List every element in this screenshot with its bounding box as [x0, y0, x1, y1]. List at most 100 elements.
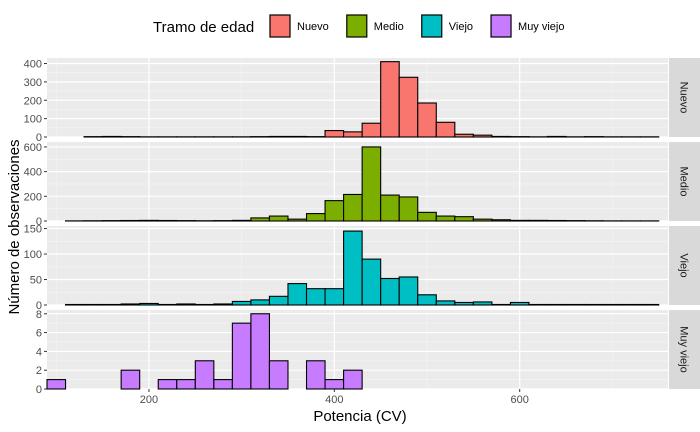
panel-muy-viejo: 0 2 4 6 8 Muy viejo — [36, 309, 700, 396]
histogram-bar — [435, 121, 456, 138]
histogram-bar — [435, 300, 456, 306]
histogram-bar — [546, 303, 567, 306]
histogram-bar — [454, 301, 474, 306]
y-tick-label: 0 — [36, 132, 42, 144]
histogram-bar — [231, 300, 252, 306]
legend-label: Nuevo — [297, 21, 329, 33]
histogram-bar — [343, 131, 363, 138]
histogram-bar — [194, 303, 215, 306]
histogram-bar — [139, 219, 159, 222]
x-axis: 200 400 600 — [140, 389, 529, 406]
legend-title: Tramo de edad — [153, 19, 254, 36]
histogram-bar — [546, 135, 567, 138]
histogram-bar — [231, 322, 252, 390]
histogram-bar — [157, 379, 178, 390]
y-tick-label: 0 — [36, 384, 42, 396]
histogram-bar — [491, 219, 511, 222]
histogram-bar — [268, 360, 289, 390]
histogram-bar — [361, 146, 382, 222]
facet-strip-label: Viejo — [678, 253, 690, 277]
panel-medio: 0 200 400 600 Medio — [24, 142, 700, 228]
legend-label: Muy viejo — [518, 21, 564, 33]
histogram-bar — [287, 218, 308, 222]
histogram-bar — [324, 130, 345, 138]
histogram-bar — [584, 303, 604, 306]
legend-label: Medio — [374, 21, 404, 33]
y-tick-label: 200 — [24, 191, 42, 203]
histogram-bar — [120, 369, 141, 390]
histogram-bar — [213, 379, 233, 390]
histogram-bar — [528, 219, 549, 222]
histogram-bar — [472, 301, 493, 306]
histogram-bar — [639, 303, 660, 306]
y-tick-label: 100 — [24, 114, 42, 126]
histogram-bar — [509, 301, 530, 306]
histogram-bar — [417, 211, 437, 222]
histogram-bar — [435, 215, 456, 222]
histogram-bar — [176, 303, 196, 306]
histogram-bar — [361, 122, 382, 138]
histogram-bar — [250, 299, 270, 306]
histogram-bar — [287, 135, 308, 138]
histogram-bar — [83, 303, 104, 306]
legend-entry-muy-viejo: Muy viejo — [490, 14, 565, 38]
histogram-bar — [491, 303, 511, 306]
histogram-bar — [268, 215, 289, 222]
y-tick-label: 4 — [36, 346, 42, 358]
histogram-bar — [361, 258, 382, 306]
histogram-bar — [380, 277, 400, 306]
histogram-bar — [398, 276, 419, 306]
legend-entry-nuevo: Nuevo — [269, 14, 329, 38]
histogram-bar — [621, 303, 641, 306]
histogram-bar — [324, 379, 345, 390]
histogram-bar — [250, 217, 270, 222]
histogram-bar — [417, 102, 437, 138]
histogram-bar — [380, 194, 400, 222]
histogram-bar — [398, 196, 419, 222]
legend-key-0 — [269, 14, 291, 38]
histogram-bar — [231, 219, 252, 222]
histogram-bar — [528, 303, 549, 306]
histogram-bar — [343, 230, 363, 306]
histogram-bar — [250, 313, 270, 390]
histogram-bar — [157, 303, 178, 306]
panel-nuevo: 0 100 200 300 400 Nuevo — [24, 58, 700, 144]
x-tick-label: 600 — [511, 394, 529, 406]
y-tick-label: 50 — [30, 275, 42, 287]
y-tick-label: 6 — [36, 328, 42, 340]
histogram-bar — [139, 302, 159, 306]
y-tick-label: 400 — [24, 59, 42, 71]
panel-background — [47, 58, 668, 137]
facet-strip-label: Medio — [678, 167, 690, 197]
legend-entry-medio: Medio — [346, 14, 404, 38]
histogram-bar — [491, 135, 511, 138]
facet-strip — [669, 142, 700, 221]
facet-strip — [669, 226, 700, 305]
histogram-bar — [454, 133, 474, 138]
facet-strip — [669, 310, 700, 389]
histogram-bar — [287, 283, 308, 306]
legend-key-1 — [346, 14, 368, 38]
histogram-bar — [343, 369, 363, 390]
histogram-bar — [324, 288, 345, 306]
y-tick-label: 150 — [24, 224, 42, 236]
histogram-bar — [46, 379, 67, 390]
histogram-bar — [380, 61, 400, 138]
histogram-bar — [102, 303, 122, 306]
histogram-bar — [398, 76, 419, 138]
y-tick-label: 200 — [24, 95, 42, 107]
chart-panels: 0 100 200 300 400 Nuevo 0 200 400 600 Medio 0 50 100 1… — [24, 58, 700, 396]
facet-strip — [669, 58, 700, 137]
panel-viejo: 0 50 100 150 Viejo — [24, 224, 700, 312]
legend-key-3 — [490, 14, 512, 38]
y-tick-label: 400 — [24, 167, 42, 179]
histogram-bar — [194, 360, 215, 390]
histogram-bar — [343, 193, 363, 222]
legend: Tramo de edad Nuevo Medio Viejo Muy viejo — [153, 14, 565, 38]
histogram-bar — [472, 134, 493, 138]
histogram-bar — [102, 135, 122, 138]
y-tick-label: 100 — [24, 249, 42, 261]
histogram-bar — [268, 295, 289, 306]
y-tick-label: 300 — [24, 77, 42, 89]
